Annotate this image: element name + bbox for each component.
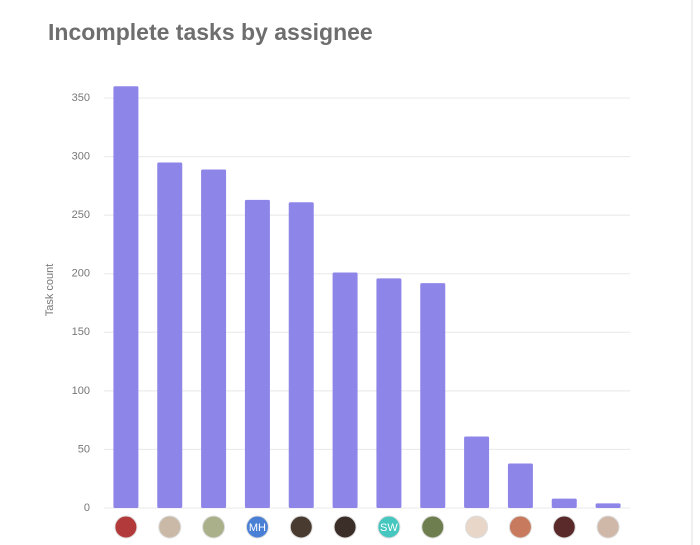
bar [420, 283, 446, 508]
y-tick-label: 100 [72, 385, 90, 397]
assignee-avatar [245, 515, 269, 539]
bar [113, 86, 139, 509]
chart-title: Incomplete tasks by assignee [48, 19, 373, 45]
bar [507, 463, 533, 508]
x-tick-label: MH [249, 522, 266, 534]
bar [244, 199, 270, 508]
y-tick-label: 0 [84, 502, 90, 514]
bar [332, 272, 358, 508]
assignee-avatar [158, 515, 182, 539]
y-tick-label: 300 [72, 150, 90, 162]
bar [201, 169, 227, 508]
y-axis-label: Task count [44, 264, 56, 317]
y-tick-label: 350 [72, 92, 90, 104]
bar [595, 503, 621, 508]
x-tick-label: SW [380, 522, 398, 534]
assignee-avatar [596, 515, 620, 539]
assignee-avatar [202, 515, 226, 539]
assignee-avatar [552, 515, 576, 539]
bar [551, 498, 577, 508]
assignee-avatar [289, 515, 313, 539]
assignee-avatar [377, 515, 401, 539]
y-tick-label: 250 [72, 209, 90, 221]
assignee-avatar [465, 515, 489, 539]
bar [288, 202, 314, 508]
assignee-avatar [508, 515, 532, 539]
bar [376, 278, 402, 508]
bar [464, 436, 490, 508]
y-tick-label: 200 [72, 268, 90, 280]
y-tick-label: 150 [72, 326, 90, 338]
assignee-avatar [421, 515, 445, 539]
bar [157, 162, 183, 508]
assignee-avatar [114, 515, 138, 539]
y-tick-label: 50 [78, 443, 90, 455]
assignee-avatar [333, 515, 357, 539]
